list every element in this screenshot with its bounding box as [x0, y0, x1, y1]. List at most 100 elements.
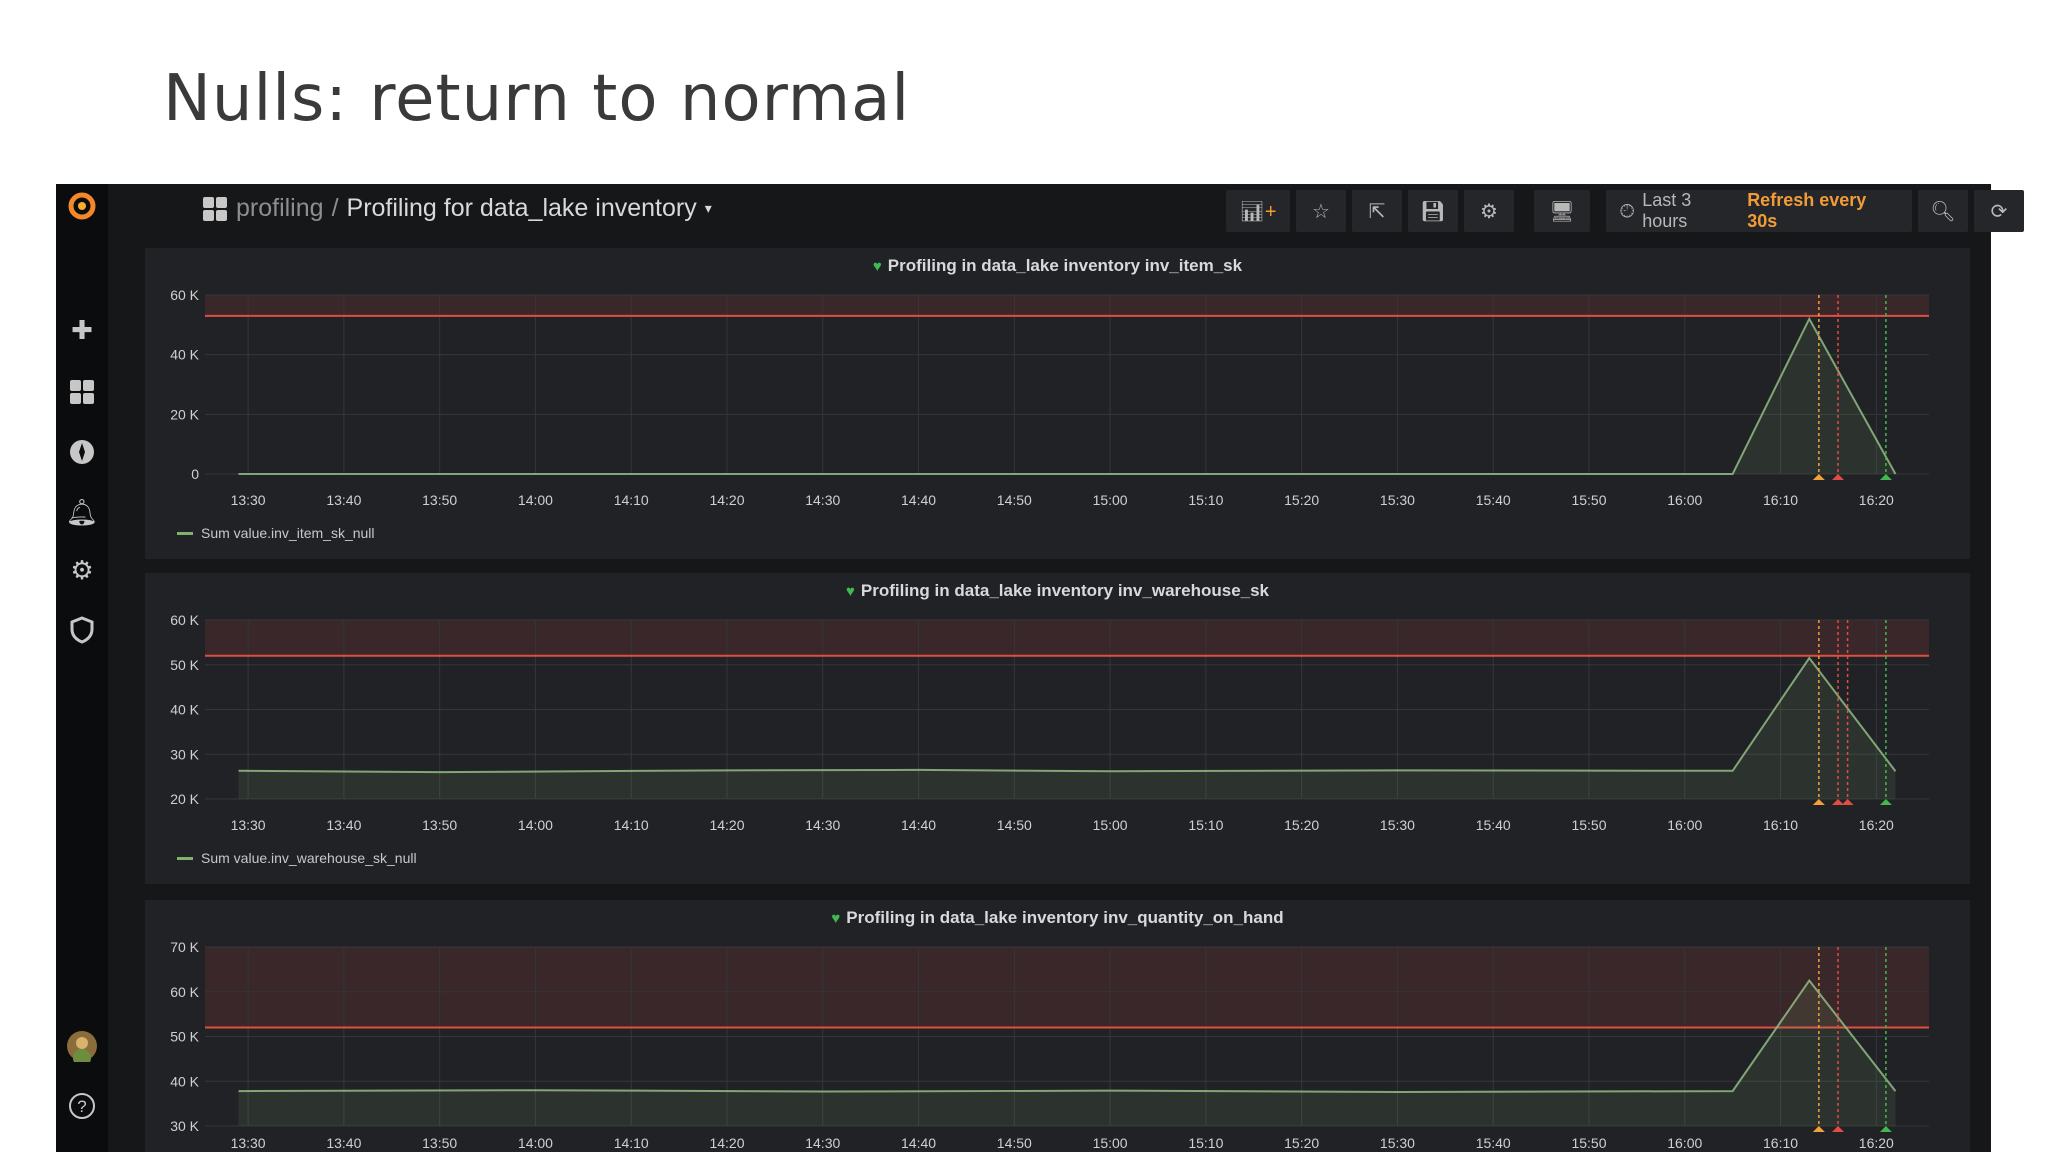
grafana-dashboard: ✚ 🔔︎ ⚙ ? profiling / Profiling for data_…: [56, 184, 2024, 1152]
plus-icon[interactable]: ✚: [71, 314, 93, 345]
x-tick-label: 14:20: [709, 492, 744, 508]
breadcrumb-folder[interactable]: profiling: [236, 194, 324, 222]
x-tick-label: 14:20: [709, 1135, 744, 1151]
legend-item[interactable]: Sum value.inv_warehouse_sk_null: [177, 850, 417, 866]
series-area: [238, 658, 1896, 799]
slide-title: Nulls: return to normal: [163, 62, 911, 136]
grafana-logo-icon[interactable]: [66, 190, 98, 222]
annotation-marker-ok: [1879, 1126, 1892, 1132]
x-tick-label: 15:50: [1571, 1135, 1606, 1151]
x-tick-label: 16:20: [1859, 817, 1894, 833]
y-tick-label: 70 K: [170, 939, 199, 955]
x-tick-label: 15:20: [1284, 817, 1319, 833]
configuration-gear-icon[interactable]: ⚙: [70, 554, 94, 585]
annotation-marker-pending: [1812, 1126, 1825, 1132]
y-tick-label: 60 K: [170, 984, 199, 1000]
y-tick-label: 60 K: [170, 287, 199, 303]
panel-title[interactable]: ♥ Profiling in data_lake inventory inv_it…: [145, 256, 1970, 276]
x-tick-label: 14:40: [901, 492, 936, 508]
annotation-marker-ok: [1879, 474, 1892, 480]
chart-inv-item-sk[interactable]: 0 20 K 40 K 60 K 13:30 13:40 13:50 14:00 14:10 14…: [145, 248, 1970, 559]
x-tick-label: 16:10: [1763, 492, 1798, 508]
x-tick-label: 15:30: [1380, 817, 1415, 833]
x-tick-label: 15:40: [1476, 817, 1511, 833]
panel-title[interactable]: ♥ Profiling in data_lake inventory inv_wa…: [145, 581, 1970, 601]
top-navbar: profiling / Profiling for data_lake inve…: [108, 184, 2024, 238]
shield-icon[interactable]: [66, 614, 98, 646]
x-tick-label: 15:50: [1571, 817, 1606, 833]
add-panel-button[interactable]: 📊︎+: [1226, 190, 1290, 232]
y-tick-label: 0: [191, 466, 199, 482]
settings-button[interactable]: ⚙: [1464, 190, 1514, 232]
refresh-interval-label: Refresh every 30s: [1747, 190, 1867, 231]
panel-title-text: Profiling in data_lake inventory inv_qua…: [846, 908, 1284, 927]
legend-label: Sum value.inv_warehouse_sk_null: [201, 850, 417, 866]
chart-inv-quantity-on-hand[interactable]: 30 K 40 K 50 K 60 K 70 K 13:30 13:40 13:50 14:00…: [145, 900, 1970, 1152]
series-line: [238, 978, 1897, 1093]
refresh-button[interactable]: ⟳: [1974, 190, 2024, 232]
x-tick-label: 13:40: [326, 1135, 361, 1151]
x-tick-label: 13:30: [231, 1135, 266, 1151]
share-button[interactable]: ⇱: [1352, 190, 1402, 232]
x-tick-label: 15:10: [1188, 492, 1223, 508]
share-icon: ⇱: [1368, 200, 1386, 223]
gear-icon: ⚙: [1480, 200, 1498, 223]
panel-title[interactable]: ♥ Profiling in data_lake inventory inv_qu…: [145, 908, 1970, 928]
x-tick-label: 15:40: [1476, 492, 1511, 508]
legend-item[interactable]: Sum value.inv_item_sk_null: [177, 525, 375, 541]
chevron-down-icon[interactable]: ▾: [704, 200, 712, 216]
x-tick-label: 14:10: [614, 817, 649, 833]
save-button[interactable]: 💾︎: [1408, 190, 1458, 232]
dashboard-title[interactable]: Profiling for data_lake inventory: [346, 194, 697, 222]
x-tick-label: 16:20: [1859, 1135, 1894, 1151]
panel-inv-quantity-on-hand: 30 K 40 K 50 K 60 K 70 K 13:30 13:40 13:50 14:00…: [145, 900, 1970, 1152]
x-tick-label: 14:40: [901, 817, 936, 833]
explore-compass-icon[interactable]: [66, 436, 98, 468]
threshold-region: [205, 947, 1929, 1028]
y-tick-label: 40 K: [170, 347, 199, 363]
star-button[interactable]: ☆: [1296, 190, 1346, 232]
x-tick-label: 14:40: [901, 1135, 936, 1151]
panel-inv-item-sk: 0 20 K 40 K 60 K 13:30 13:40 13:50 14:00 14:10 14…: [145, 248, 1970, 559]
y-tick-label: 50 K: [170, 1029, 199, 1045]
x-tick-label: 13:30: [231, 817, 266, 833]
star-icon: ☆: [1312, 200, 1330, 223]
clock-icon: 🕘︎: [1620, 200, 1635, 221]
x-tick-label: 13:50: [422, 492, 457, 508]
threshold-region: [205, 620, 1929, 656]
y-tick-label: 40 K: [170, 1073, 199, 1089]
x-tick-label: 16:20: [1859, 492, 1894, 508]
y-tick-label: 50 K: [170, 657, 199, 673]
y-tick-label: 60 K: [170, 612, 199, 628]
breadcrumb[interactable]: profiling / Profiling for data_lake inve…: [202, 194, 712, 223]
x-tick-label: 14:50: [997, 492, 1032, 508]
y-tick-label: 20 K: [170, 406, 199, 422]
time-range-label: Last 3 hours: [1642, 190, 1692, 231]
help-icon[interactable]: ?: [66, 1090, 98, 1122]
user-avatar[interactable]: [66, 1030, 98, 1062]
chart-inv-warehouse-sk[interactable]: 20 K 30 K 40 K 50 K 60 K 13:30 13:40 13:50 14:00…: [145, 573, 1970, 884]
x-tick-label: 14:30: [805, 817, 840, 833]
x-tick-label: 15:20: [1284, 1135, 1319, 1151]
zoom-out-button[interactable]: 🔍︎: [1918, 190, 1968, 232]
x-tick-label: 16:00: [1667, 492, 1702, 508]
tv-mode-button[interactable]: 🖥︎: [1534, 190, 1590, 232]
series-line: [238, 316, 1897, 475]
search-icon: 🔍︎: [1930, 200, 1956, 223]
x-tick-label: 14:30: [805, 492, 840, 508]
x-tick-label: 16:00: [1667, 1135, 1702, 1151]
alerting-bell-icon[interactable]: 🔔︎: [65, 496, 99, 527]
x-tick-label: 15:10: [1188, 1135, 1223, 1151]
annotation-marker-alerting: [1832, 474, 1845, 480]
x-tick-label: 14:00: [518, 492, 553, 508]
x-tick-label: 13:30: [231, 492, 266, 508]
x-tick-label: 15:10: [1188, 817, 1223, 833]
x-tick-label: 14:00: [518, 1135, 553, 1151]
x-tick-label: 13:50: [422, 1135, 457, 1151]
dashboards-icon[interactable]: [66, 376, 98, 408]
annotation-marker-alerting: [1841, 799, 1854, 805]
annotation-marker-alerting: [1832, 799, 1845, 805]
x-tick-label: 15:50: [1571, 492, 1606, 508]
time-picker-button[interactable]: 🕘︎ Last 3 hours Refresh every 30s: [1606, 190, 1912, 232]
y-tick-label: 30 K: [170, 746, 199, 762]
